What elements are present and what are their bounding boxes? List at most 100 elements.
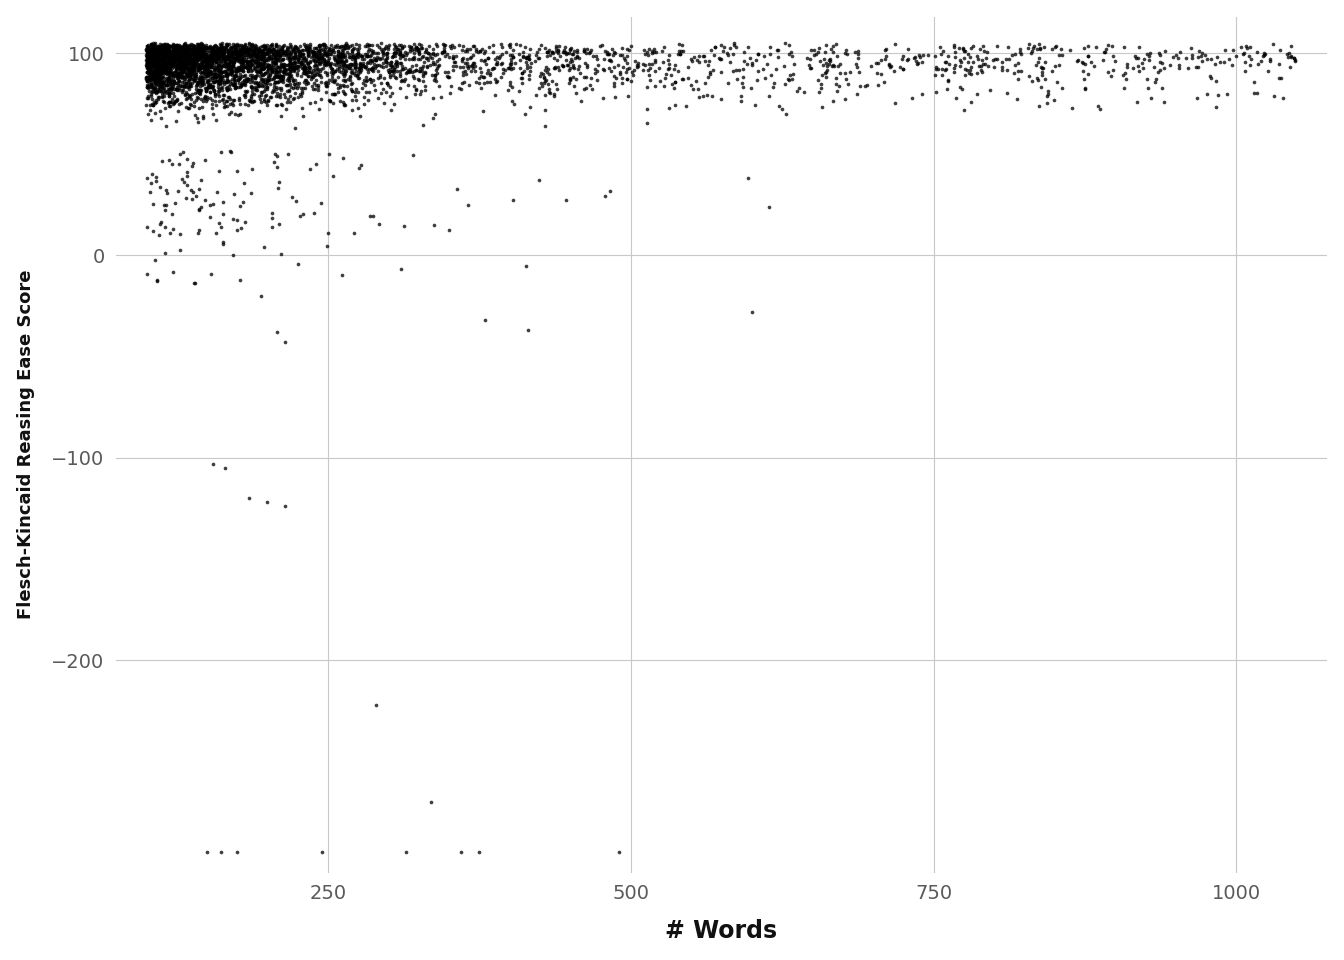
Point xyxy=(231,52,253,67)
Point xyxy=(169,60,191,76)
Point xyxy=(884,36,906,52)
Point xyxy=(219,143,241,158)
Point xyxy=(218,58,239,73)
Point xyxy=(169,49,191,64)
Point xyxy=(199,50,220,65)
Point xyxy=(434,44,456,60)
Point xyxy=(1021,74,1043,89)
Point xyxy=(543,86,564,102)
Point xyxy=(146,53,168,68)
Point xyxy=(136,71,157,86)
Point xyxy=(304,50,325,65)
Point xyxy=(258,53,280,68)
Point xyxy=(306,66,328,82)
Point xyxy=(167,59,188,74)
Point xyxy=(1024,38,1046,54)
Point xyxy=(137,57,159,72)
Point xyxy=(156,37,177,53)
Point xyxy=(146,42,168,58)
Point xyxy=(267,88,289,104)
Point xyxy=(136,73,157,88)
Point xyxy=(199,63,220,79)
Point xyxy=(419,46,441,61)
Point xyxy=(144,73,165,88)
Point xyxy=(258,68,280,84)
Point xyxy=(177,73,199,88)
Point xyxy=(644,53,665,68)
Point xyxy=(390,37,411,53)
Point xyxy=(348,61,370,77)
Point xyxy=(294,64,316,80)
Point xyxy=(266,148,288,163)
Point xyxy=(1226,48,1247,63)
Point xyxy=(257,93,278,108)
Point xyxy=(284,90,305,106)
Point xyxy=(359,72,380,87)
Point xyxy=(204,86,226,102)
Point xyxy=(531,79,552,94)
Point xyxy=(247,61,269,77)
Point xyxy=(379,70,401,85)
Point xyxy=(333,60,355,76)
Point xyxy=(172,49,194,64)
Point xyxy=(137,69,159,84)
Point xyxy=(203,52,224,67)
Point xyxy=(323,50,344,65)
Point xyxy=(1259,51,1281,66)
Point xyxy=(195,52,216,67)
Point xyxy=(224,64,246,80)
Point xyxy=(159,49,180,64)
Point xyxy=(208,76,230,91)
Point xyxy=(620,74,641,89)
Point xyxy=(242,46,263,61)
Point xyxy=(185,43,207,59)
Point xyxy=(145,72,167,87)
Point xyxy=(253,57,274,72)
Point xyxy=(227,49,249,64)
Point xyxy=(814,70,836,85)
Point xyxy=(300,64,321,80)
Point xyxy=(317,52,339,67)
Point xyxy=(485,56,507,71)
Point xyxy=(340,82,362,97)
Point xyxy=(266,58,288,73)
Point xyxy=(142,70,164,85)
Point xyxy=(233,72,254,87)
Point xyxy=(945,44,966,60)
Point xyxy=(276,48,297,63)
Point xyxy=(234,84,255,99)
Point xyxy=(243,44,265,60)
Point xyxy=(396,78,418,93)
Point xyxy=(235,41,257,57)
Point xyxy=(151,41,172,57)
Point xyxy=(179,38,200,54)
Point xyxy=(1145,75,1167,90)
Point xyxy=(1230,39,1251,55)
Point xyxy=(528,50,550,65)
Point xyxy=(175,84,196,100)
Point xyxy=(366,58,387,73)
Point xyxy=(329,77,351,92)
Point xyxy=(168,52,190,67)
Point xyxy=(140,59,161,74)
Point xyxy=(155,43,176,59)
Point xyxy=(237,72,258,87)
Point xyxy=(203,44,224,60)
Point xyxy=(960,62,981,78)
Point xyxy=(543,60,564,76)
Point xyxy=(649,73,671,88)
Point xyxy=(137,80,159,95)
Point xyxy=(183,62,204,78)
Point xyxy=(305,58,327,73)
Point xyxy=(392,48,414,63)
Point xyxy=(250,288,271,303)
Point xyxy=(180,56,202,71)
Point xyxy=(148,60,169,75)
Point xyxy=(177,60,199,76)
Point xyxy=(160,59,181,74)
Point xyxy=(152,64,173,80)
Point xyxy=(245,48,266,63)
Point xyxy=(254,71,276,86)
Point xyxy=(269,59,290,74)
Point xyxy=(153,42,175,58)
